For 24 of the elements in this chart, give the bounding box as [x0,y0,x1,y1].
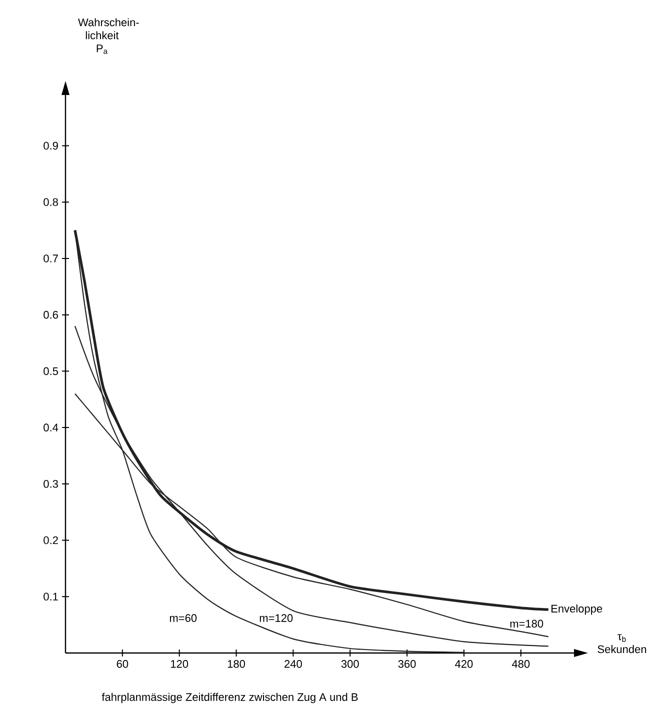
text: τ$_{b}$ Sekunden [598,634,646,654]
y-tick-label: 0.8 [44,198,58,206]
y-tick-label: 0.5 [44,367,58,376]
series-label: m=60 [170,614,197,622]
x-tick-label: 300 [341,660,359,668]
series-label: m=120 [260,614,293,622]
y-tick-label: 0.9 [44,142,58,150]
x-tick-label: 240 [284,660,302,668]
y-tick-label: 0.6 [44,310,58,319]
x-tick-label: 180 [228,660,245,668]
y-axis-title: Wahrschein-lichkeit P$_{a}$ [78,18,139,54]
y-tick-label: 0.7 [44,254,58,262]
x-tick-label: 480 [512,660,530,668]
x-tick-label: 360 [398,660,416,668]
y-tick-label: 0.1 [44,592,58,601]
series-label: Enveloppe [552,604,602,615]
y-tick-label: 0.3 [44,480,58,488]
x-axis-title: fahrplanmässige Zeitdifferenz zwischen Zug A und B [102,692,358,704]
x-tick-label: 420 [455,660,473,668]
y-tick-label: 0.2 [44,536,58,544]
x-tick-label: 120 [171,660,188,668]
y-tick-label: 0.4 [44,424,58,432]
x-tick-label: 60 [116,660,128,668]
series-label: m=180 [510,620,544,628]
